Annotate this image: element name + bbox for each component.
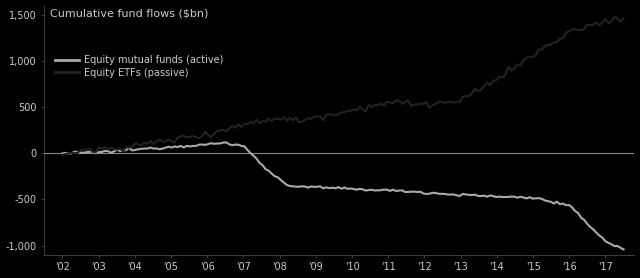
Text: Cumulative fund flows ($bn): Cumulative fund flows ($bn)	[50, 8, 209, 18]
Legend: Equity mutual funds (active), Equity ETFs (passive): Equity mutual funds (active), Equity ETF…	[55, 55, 223, 78]
